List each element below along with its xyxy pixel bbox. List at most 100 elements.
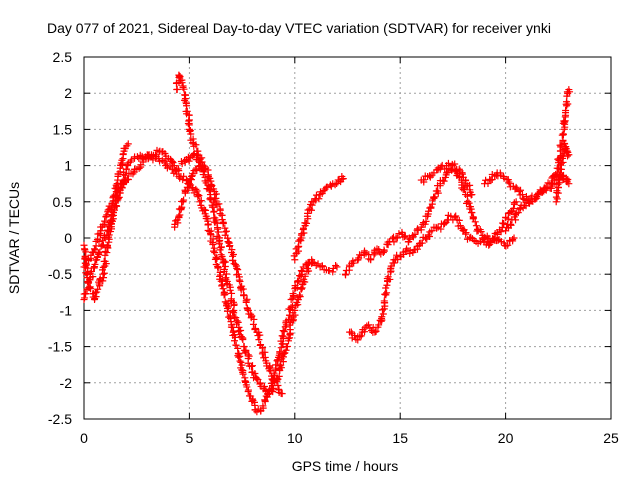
- data-point-fill: [239, 336, 247, 344]
- data-point-fill: [213, 254, 221, 262]
- data-point-fill: [174, 219, 182, 227]
- data-point-fill: [465, 199, 473, 207]
- x-axis-label: GPS time / hours: [292, 458, 399, 474]
- data-point-fill: [233, 264, 241, 272]
- y-axis-label: SDTVAR / TECUs: [6, 182, 22, 294]
- data-point-fill: [515, 187, 523, 195]
- axis-ticks: [83, 56, 612, 420]
- data-point-fill: [251, 370, 259, 378]
- data-point: [411, 230, 419, 238]
- y-tick-label: 1: [64, 158, 72, 174]
- data-point-fill: [179, 197, 187, 205]
- data-point-fill: [255, 336, 263, 344]
- data-point-fill: [383, 289, 391, 297]
- data-point-fill: [296, 291, 304, 299]
- data-point-fill: [562, 174, 570, 182]
- data-point-fill: [420, 176, 428, 184]
- data-point-fill: [112, 191, 120, 199]
- data-point-fill: [516, 205, 524, 213]
- data-point: [561, 118, 569, 126]
- data-point-fill: [118, 156, 126, 164]
- data-point-fill: [193, 150, 201, 158]
- data-point-fill: [206, 195, 214, 203]
- data-point-fill: [117, 186, 125, 194]
- data-point: [512, 198, 520, 206]
- data-point: [354, 256, 362, 264]
- data-point-fill: [555, 175, 563, 183]
- data-point-fill: [216, 271, 224, 279]
- data-point-fill: [234, 344, 242, 352]
- plot-frame: [83, 56, 612, 420]
- data-point-fill: [276, 362, 284, 370]
- data-point: [504, 241, 512, 249]
- data-point-fill: [242, 378, 250, 386]
- data-point-fill: [315, 195, 323, 203]
- data-point: [232, 314, 240, 322]
- data-point-fill: [510, 205, 518, 213]
- data-point-fill: [176, 211, 184, 219]
- data-point-fill: [187, 130, 195, 138]
- data-point: [211, 248, 219, 256]
- data-point-fill: [218, 216, 226, 224]
- data-point-fill: [152, 151, 160, 159]
- data-point-fill: [112, 183, 120, 191]
- data-point-fill: [82, 248, 90, 256]
- data-point-fill: [387, 262, 395, 270]
- data-point-fill: [455, 216, 463, 224]
- data-point-fill: [388, 235, 396, 243]
- data-point-fill: [393, 251, 401, 259]
- series-track-c: [80, 140, 132, 304]
- x-tick-label: 5: [186, 430, 194, 446]
- data-point-fill: [287, 303, 295, 311]
- data-point: [455, 165, 463, 173]
- data-point-fill: [418, 239, 426, 247]
- data-point-fill: [179, 176, 187, 184]
- data-point: [565, 86, 573, 94]
- data-point-fill: [207, 231, 215, 239]
- data-point-fill: [210, 247, 218, 255]
- data-point-fill: [424, 231, 432, 239]
- data-point-fill: [494, 236, 502, 244]
- series-track-h: [346, 211, 518, 344]
- data-point: [200, 165, 208, 173]
- y-tick-label: -2.5: [48, 411, 72, 427]
- data-point-fill: [234, 318, 242, 326]
- data-point-fill: [243, 295, 251, 303]
- data-point-fill: [281, 349, 289, 357]
- data-point-fill: [260, 382, 268, 390]
- data-point-fill: [481, 233, 489, 241]
- data-point-fill: [180, 172, 188, 180]
- series-track-e: [171, 162, 208, 231]
- grid-lines: [84, 57, 611, 419]
- data-point-fill: [100, 257, 108, 265]
- data-point-fill: [81, 290, 89, 298]
- data-point: [565, 180, 573, 188]
- data-point: [514, 209, 522, 217]
- data-point-fill: [235, 273, 243, 281]
- data-point-fill: [384, 273, 392, 281]
- x-tick-label: 0: [80, 430, 88, 446]
- data-point-fill: [557, 159, 565, 167]
- data-point-fill: [192, 141, 200, 149]
- data-point-fill: [82, 260, 90, 268]
- data-point-fill: [180, 196, 188, 204]
- data-point-fill: [237, 326, 245, 334]
- data-point-fill: [462, 229, 470, 237]
- data-point-fill: [557, 141, 565, 149]
- y-tick-label: -2: [60, 375, 73, 391]
- data-point-fill: [294, 243, 302, 251]
- data-point-fill: [224, 238, 232, 246]
- data-point-fill: [111, 206, 119, 214]
- data-point-fill: [304, 260, 312, 268]
- data-point: [278, 390, 286, 398]
- data-point-fill: [213, 200, 221, 208]
- x-tick-label: 10: [287, 430, 303, 446]
- data-point-fill: [220, 291, 228, 299]
- data-point: [510, 234, 518, 242]
- data-point-fill: [253, 375, 261, 383]
- data-point-fill: [347, 328, 355, 336]
- data-point-fill: [176, 174, 184, 182]
- data-point-fill: [229, 257, 237, 265]
- data-point-fill: [303, 264, 311, 272]
- data-point: [428, 227, 436, 235]
